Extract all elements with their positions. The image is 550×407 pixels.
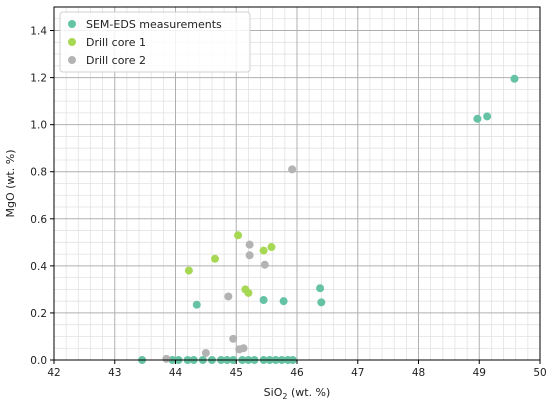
y-tick-label: 0.8: [30, 167, 47, 179]
x-tick-label: 45: [230, 367, 243, 379]
y-tick-label: 0.0: [30, 355, 47, 367]
x-tick-label: 46: [290, 367, 304, 379]
y-tick-label: 1.2: [30, 73, 47, 85]
axis-ticks: 42 43 44 45 46 47 48 49 50 0.0 0.2 0.4 0.6 0.8 1.0 1.2 1…: [30, 26, 546, 379]
legend-label: Drill core 2: [86, 54, 146, 67]
y-tick-label: 0.2: [30, 308, 47, 320]
y-tick-label: 1.4: [30, 26, 47, 38]
y-tick-label: 0.6: [30, 214, 47, 226]
data-point-series-1: [316, 284, 325, 293]
data-point-series-3: [239, 344, 248, 353]
y-tick-label: 0.4: [30, 261, 47, 273]
data-point-series-2: [267, 243, 276, 252]
data-point-series-1: [510, 74, 519, 83]
legend-marker: [68, 38, 76, 46]
data-point-series-1: [317, 298, 326, 307]
data-point-series-2: [184, 266, 193, 275]
x-tick-label: 42: [47, 367, 60, 379]
legend-marker: [68, 20, 76, 28]
data-point-series-2: [210, 254, 219, 263]
x-tick-label: 44: [169, 367, 183, 379]
x-tick-label: 47: [351, 367, 364, 379]
data-point-series-1: [473, 114, 482, 123]
data-point-series-3: [229, 334, 238, 343]
data-point-series-3: [245, 240, 254, 249]
data-point-series-3: [260, 260, 269, 269]
x-axis-title: SiO2 (wt. %): [264, 386, 331, 401]
data-point-series-3: [224, 292, 233, 301]
data-point-series-3: [288, 165, 297, 174]
legend: SEM-EDS measurements Drill core 1 Drill co…: [59, 11, 251, 73]
data-point-series-2: [259, 246, 268, 255]
data-point-series-1: [259, 295, 268, 304]
x-tick-label: 50: [533, 367, 546, 379]
data-point-series-3: [162, 354, 171, 363]
data-point-series-3: [245, 251, 254, 260]
data-point-series-2: [234, 231, 243, 240]
data-point-series-3: [201, 348, 210, 357]
x-tick-label: 43: [108, 367, 121, 379]
legend-box: [59, 11, 251, 73]
data-point-series-1: [192, 300, 201, 309]
legend-marker: [68, 56, 76, 64]
data-point-series-1: [279, 297, 288, 306]
y-axis-title: MgO (wt. %): [4, 150, 17, 218]
x-tick-label: 49: [473, 367, 486, 379]
legend-label: SEM-EDS measurements: [86, 18, 222, 31]
legend-label: Drill core 1: [86, 36, 146, 49]
y-tick-label: 1.0: [30, 120, 47, 132]
data-points: [138, 74, 519, 364]
data-point-series-1: [483, 112, 492, 121]
x-tick-label: 48: [412, 367, 425, 379]
data-point-series-2: [244, 288, 253, 297]
